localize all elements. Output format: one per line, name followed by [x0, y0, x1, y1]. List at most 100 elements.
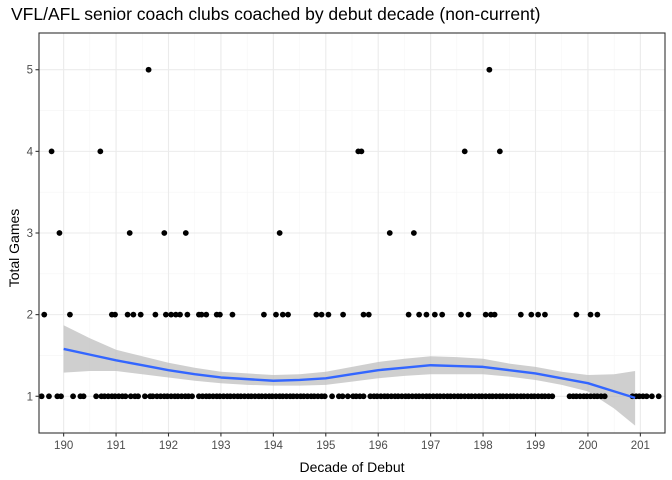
data-point: [416, 311, 423, 318]
data-point: [127, 393, 134, 400]
data-point: [465, 311, 472, 318]
x-tick-label: 192: [159, 440, 178, 452]
data-point: [325, 311, 332, 318]
x-axis: 190 191 192 193 194 195 196 197 198 199 200 201: [54, 433, 650, 452]
data-point: [386, 230, 393, 236]
data-point: [135, 393, 141, 400]
data-point: [46, 393, 52, 400]
data-point: [152, 311, 159, 318]
data-point: [112, 311, 118, 318]
data-point: [182, 230, 189, 236]
data-point: [56, 230, 63, 236]
data-point: [365, 311, 372, 318]
y-tick-label: 5: [27, 65, 33, 77]
data-point: [318, 311, 325, 318]
data-point: [93, 393, 100, 400]
chart-title: VFL/AFL senior coach clubs coached by de…: [11, 4, 541, 24]
y-tick-label: 3: [27, 228, 33, 240]
y-tick-label: 4: [27, 146, 34, 158]
data-point: [528, 311, 535, 318]
data-point: [648, 393, 655, 400]
x-axis-title: Decade of Debut: [299, 459, 404, 475]
data-point: [168, 311, 175, 318]
data-point: [149, 393, 156, 400]
data-point: [360, 393, 367, 400]
y-axis: 1 2 3 4 5: [27, 65, 39, 403]
data-point: [58, 393, 64, 400]
data-point: [198, 311, 205, 318]
smooth-line: [63, 347, 636, 400]
x-tick-label: 198: [473, 440, 492, 452]
y-tick-label: 1: [27, 391, 33, 403]
data-point: [405, 311, 412, 318]
x-tick-label: 200: [578, 440, 597, 452]
data-point: [517, 311, 524, 318]
data-point: [344, 393, 351, 400]
data-point: [177, 311, 183, 318]
data-point: [229, 311, 236, 318]
x-tick-label: 190: [54, 440, 73, 452]
data-point: [273, 311, 279, 318]
points-layer: [38, 66, 662, 400]
smooth-line-layer: [63, 347, 636, 400]
data-point: [142, 393, 148, 400]
data-point: [321, 393, 328, 400]
data-point: [41, 311, 48, 318]
data-point: [358, 148, 365, 155]
x-tick-label: 194: [264, 440, 284, 452]
y-axis-title: Total Games: [6, 209, 22, 288]
data-point: [601, 393, 608, 400]
data-point: [587, 311, 594, 318]
data-point: [172, 311, 179, 318]
data-point: [48, 148, 55, 155]
data-point: [189, 393, 195, 400]
x-tick-label: 196: [369, 440, 388, 452]
data-point: [535, 311, 542, 318]
data-point: [203, 311, 210, 318]
data-point: [184, 311, 191, 318]
data-point: [145, 66, 152, 73]
data-point: [431, 311, 438, 318]
x-tick-label: 195: [316, 440, 335, 452]
data-point: [594, 311, 601, 318]
data-point: [423, 311, 430, 318]
data-point: [410, 230, 417, 236]
data-point: [573, 311, 580, 318]
data-point: [67, 311, 73, 318]
data-point: [80, 393, 87, 400]
data-point: [124, 311, 131, 318]
x-tick-label: 193: [211, 440, 230, 452]
data-point: [542, 311, 548, 318]
data-point: [279, 311, 286, 318]
x-tick-label: 191: [106, 440, 125, 452]
data-point: [439, 311, 446, 318]
data-point: [162, 311, 169, 318]
data-point: [261, 311, 267, 318]
data-point: [126, 230, 133, 236]
data-point: [491, 311, 498, 318]
data-point: [461, 148, 468, 155]
data-point: [482, 311, 489, 318]
data-point: [655, 393, 662, 400]
data-point: [137, 311, 144, 318]
data-point: [216, 311, 223, 318]
x-tick-label: 201: [631, 440, 650, 452]
data-point: [360, 311, 367, 318]
data-point: [130, 311, 137, 318]
y-tick-label: 2: [27, 310, 33, 322]
x-tick-label: 199: [526, 440, 545, 452]
data-point: [329, 393, 335, 400]
data-point: [161, 230, 168, 236]
data-point: [549, 393, 556, 400]
data-point: [339, 393, 346, 400]
data-point: [122, 393, 129, 400]
data-point: [486, 66, 493, 73]
data-point: [340, 311, 346, 318]
data-point: [285, 311, 291, 318]
data-point: [496, 148, 503, 155]
data-point: [38, 393, 45, 400]
data-point: [276, 230, 283, 236]
data-point: [643, 393, 650, 400]
data-point: [458, 311, 464, 318]
